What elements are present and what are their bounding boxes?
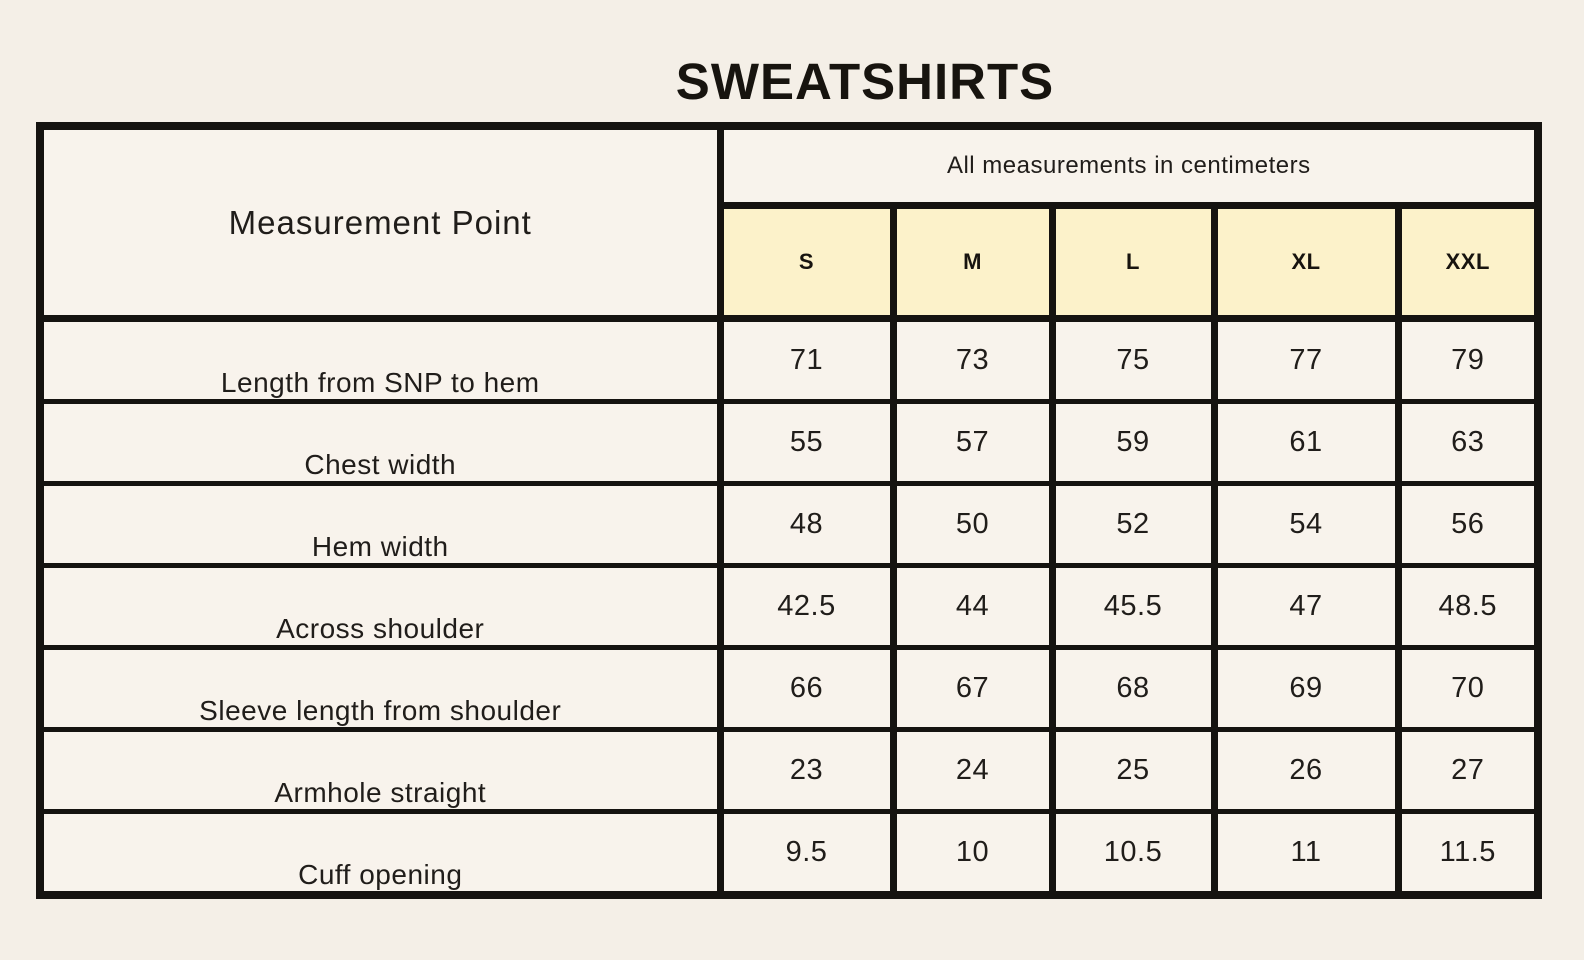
- measurement-point-header: Measurement Point: [36, 122, 724, 322]
- measurement-row: Length from SNP to hem 71 73 75 77 79: [36, 316, 1542, 404]
- value-cell: 61: [1210, 399, 1402, 486]
- value-cell: 9.5: [716, 809, 897, 898]
- row-label: Length from SNP to hem: [36, 316, 724, 404]
- value-cell: 66: [716, 645, 897, 732]
- value-cell: 54: [1210, 481, 1402, 568]
- value-cell: 11: [1210, 809, 1402, 898]
- row-label: Cuff opening: [36, 809, 724, 898]
- size-header-s: S: [716, 202, 897, 322]
- value-cell: 73: [889, 316, 1056, 404]
- value-cell: 52: [1048, 481, 1218, 568]
- value-cell: 23: [716, 727, 897, 814]
- measurement-row: Hem width 48 50 52 54 56: [36, 481, 1542, 568]
- value-cell: 77: [1210, 316, 1402, 404]
- value-cell: 11.5: [1394, 809, 1542, 898]
- size-header-l: L: [1048, 202, 1218, 322]
- value-cell: 47: [1210, 563, 1402, 650]
- size-header-row: S M L XL XXL: [40, 202, 1542, 322]
- value-cell: 57: [889, 399, 1056, 486]
- value-cell: 56: [1394, 481, 1542, 568]
- size-header-xl: XL: [1210, 202, 1402, 322]
- value-cell: 59: [1048, 399, 1218, 486]
- value-cell: 70: [1394, 645, 1542, 732]
- measurement-row: Armhole straight 23 24 25 26 27: [36, 727, 1542, 814]
- page-title: SWEATSHIRTS: [675, 53, 1055, 110]
- value-cell: 48.5: [1394, 563, 1542, 650]
- row-label: Armhole straight: [36, 727, 724, 814]
- value-cell: 25: [1048, 727, 1218, 814]
- units-header-row: Measurement Point All measurements in ce…: [36, 122, 1542, 322]
- measurement-row: Chest width 55 57 59 61 63: [36, 399, 1542, 486]
- value-cell: 24: [889, 727, 1056, 814]
- units-note: All measurements in centimeters: [716, 122, 1542, 209]
- value-cell: 10.5: [1048, 809, 1218, 898]
- value-cell: 48: [716, 481, 897, 568]
- measurement-row: Cuff opening 9.5 10 10.5 11 11.5: [36, 809, 1542, 898]
- title-band: SWEATSHIRTS: [0, 52, 1584, 111]
- value-cell: 50: [889, 481, 1056, 568]
- value-cell: 55: [716, 399, 897, 486]
- row-label: Sleeve length from shoulder: [36, 645, 724, 732]
- value-cell: 75: [1048, 316, 1218, 404]
- size-header-m: M: [889, 202, 1056, 322]
- value-cell: 27: [1394, 727, 1542, 814]
- value-cell: 63: [1394, 399, 1542, 486]
- value-cell: 45.5: [1048, 563, 1218, 650]
- value-cell: 71: [716, 316, 897, 404]
- value-cell: 68: [1048, 645, 1218, 732]
- value-cell: 44: [889, 563, 1056, 650]
- row-label: Chest width: [36, 399, 724, 486]
- row-label: Hem width: [36, 481, 724, 568]
- value-cell: 42.5: [716, 563, 897, 650]
- size-header-xxl: XXL: [1394, 202, 1542, 322]
- measurement-row: Across shoulder 42.5 44 45.5 47 48.5: [36, 563, 1542, 650]
- value-cell: 79: [1394, 316, 1542, 404]
- size-chart-table: Measurement Point All measurements in ce…: [36, 122, 1543, 899]
- value-cell: 69: [1210, 645, 1402, 732]
- value-cell: 26: [1210, 727, 1402, 814]
- measurement-row: Sleeve length from shoulder 66 67 68 69 …: [36, 645, 1542, 732]
- value-cell: 67: [889, 645, 1056, 732]
- value-cell: 10: [889, 809, 1056, 898]
- row-label: Across shoulder: [36, 563, 724, 650]
